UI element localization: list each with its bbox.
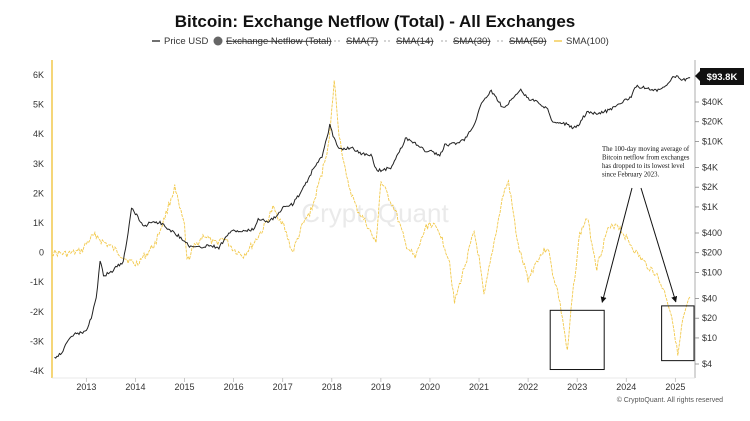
right-tick-label: $40K [702, 97, 723, 107]
right-tick-label: $40 [702, 294, 717, 304]
left-tick-label: 2K [33, 188, 44, 198]
left-axis-ticks: 6K 5K 4K 3K 2K 1K 0 -1K -2K -3K -4K [30, 70, 44, 376]
x-tick-label: 2020 [420, 382, 440, 392]
legend-marker [213, 36, 223, 46]
legend-item-sma-14[interactable]: SMA(14) [384, 36, 433, 47]
legend-label: Exchange Netflow (Total) [226, 36, 332, 47]
legend-label: SMA(7) [346, 36, 378, 47]
right-tick-label: $4 [702, 359, 712, 369]
left-tick-label: 3K [33, 159, 44, 169]
watermark: CryptoQuant [301, 198, 449, 228]
annotation-text: The 100-day moving average of Bitcoin net… [602, 146, 690, 179]
legend-label: SMA(30) [453, 36, 490, 47]
annotation-arrow-2 [640, 187, 678, 303]
right-tick-label: $400 [702, 228, 722, 238]
x-tick-label: 2024 [616, 382, 636, 392]
current-price-badge-pointer [695, 71, 700, 81]
x-tick-label: 2016 [224, 382, 244, 392]
x-axis-ticks: 2013 2014 2015 2016 2017 2018 2019 2020 2021 2022… [76, 378, 685, 392]
legend-item-price-usd[interactable]: Price USD [152, 36, 208, 47]
x-tick-label: 2019 [371, 382, 391, 392]
left-tick-label: 6K [33, 70, 44, 80]
x-tick-label: 2018 [322, 382, 342, 392]
left-tick-label: 0 [39, 248, 44, 258]
right-tick-label: $200 [702, 248, 722, 258]
footer-copyright: © CryptoQuant. All rights reserved [617, 396, 723, 404]
annotation-line: since February 2023. [602, 172, 659, 179]
right-tick-label: $20K [702, 117, 723, 127]
annotation-layer: The 100-day moving average of Bitcoin net… [549, 146, 695, 371]
right-tick-label: $10K [702, 136, 723, 146]
right-tick-label: $100 [702, 267, 722, 277]
current-price-badge-bg [700, 68, 744, 85]
annotation-arrow-1 [600, 187, 633, 303]
annotation-box-2 [661, 305, 695, 362]
legend-item-exchange-netflow-total[interactable]: Exchange Netflow (Total) [213, 36, 332, 47]
chart-title: Bitcoin: Exchange Netflow (Total) - All … [175, 12, 576, 31]
x-tick-label: 2023 [567, 382, 587, 392]
right-tick-label: $1K [702, 202, 718, 212]
x-tick-label: 2021 [469, 382, 489, 392]
current-price-badge-label: $93.8K [707, 72, 738, 83]
series-layer [51, 75, 691, 359]
series-price-usd [54, 75, 691, 359]
right-axis-ticks: $40K $20K $10K $4K $2K $1K $400 $200 $100 $40 $20 $… [695, 97, 723, 369]
x-tick-label: 2013 [76, 382, 96, 392]
legend-item-sma-7[interactable]: SMA(7) [334, 36, 378, 47]
left-tick-label: -2K [30, 307, 44, 317]
x-tick-label: 2017 [273, 382, 293, 392]
legend-item-sma-100[interactable]: SMA(100) [554, 36, 609, 47]
legend-label: SMA(100) [566, 36, 609, 47]
right-tick-label: $10 [702, 333, 717, 343]
legend: Price USD Exchange Netflow (Total) SMA(7) S… [152, 36, 609, 47]
x-tick-label: 2025 [665, 382, 685, 392]
left-tick-label: 5K [33, 100, 44, 110]
legend-label: SMA(50) [509, 36, 546, 47]
left-tick-label: -1K [30, 277, 44, 287]
x-tick-label: 2015 [175, 382, 195, 392]
right-tick-label: $2K [702, 182, 718, 192]
right-tick-label: $4K [702, 163, 718, 173]
left-tick-label: -4K [30, 366, 44, 376]
right-tick-label: $20 [702, 313, 717, 323]
x-tick-label: 2022 [518, 382, 538, 392]
legend-item-sma-50[interactable]: SMA(50) [497, 36, 546, 47]
series-sma-100 [51, 80, 691, 356]
annotation-line: The 100-day moving average of [602, 146, 690, 153]
legend-item-sma-30[interactable]: SMA(30) [441, 36, 490, 47]
annotation-line: Bitcoin netflow from exchanges [602, 155, 690, 162]
left-tick-label: -3K [30, 336, 44, 346]
left-tick-label: 4K [33, 129, 44, 139]
left-tick-label: 1K [33, 218, 44, 228]
legend-label: Price USD [164, 36, 208, 47]
current-price-badge: $93.8K [695, 68, 744, 85]
x-tick-label: 2014 [125, 382, 145, 392]
legend-label: SMA(14) [396, 36, 433, 47]
annotation-box-1 [549, 309, 605, 371]
annotation-line: has dropped to its lowest level [602, 163, 685, 170]
